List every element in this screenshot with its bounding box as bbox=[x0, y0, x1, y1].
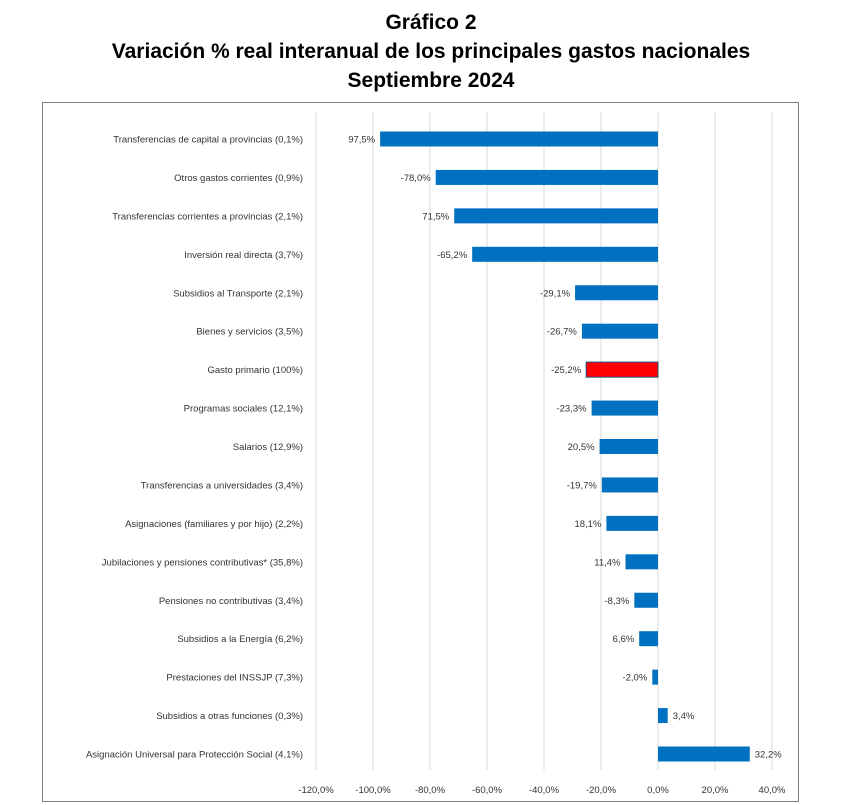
category-label: Pensiones no contributivas (3,4%) bbox=[159, 596, 303, 607]
value-label: -26,7% bbox=[547, 327, 578, 338]
category-label: Asignaciones (familiares y por hijo) (2,… bbox=[125, 519, 303, 530]
bar bbox=[658, 746, 750, 762]
x-tick-label: 20,0% bbox=[702, 785, 729, 796]
category-label: Asignación Universal para Protección Soc… bbox=[86, 750, 303, 761]
chart-frame bbox=[42, 102, 799, 802]
value-label: -23,3% bbox=[556, 404, 587, 415]
category-label: Jubilaciones y pensiones contributivas* … bbox=[102, 557, 303, 568]
x-tick-label: 40,0% bbox=[759, 785, 786, 796]
x-tick-label: 0,0% bbox=[647, 785, 669, 796]
value-label: -29,1% bbox=[540, 288, 571, 299]
bar bbox=[601, 477, 658, 493]
category-label: Inversión real directa (3,7%) bbox=[184, 250, 303, 261]
bar bbox=[652, 669, 658, 685]
value-label: 32,2% bbox=[755, 750, 782, 761]
category-label: Gasto primario (100%) bbox=[207, 365, 303, 376]
value-label: -8,3% bbox=[605, 596, 630, 607]
x-tick-label: -60,0% bbox=[472, 785, 503, 796]
value-label: 11,4% bbox=[594, 557, 621, 568]
value-label: 71,5% bbox=[422, 211, 449, 222]
bar bbox=[454, 208, 658, 224]
x-tick-label: -40,0% bbox=[529, 785, 560, 796]
value-label: 6,6% bbox=[613, 634, 635, 645]
bar bbox=[472, 246, 658, 262]
value-label: 97,5% bbox=[348, 135, 375, 146]
x-tick-label: -100,0% bbox=[355, 785, 391, 796]
value-label: 20,5% bbox=[568, 442, 595, 453]
x-tick-label: -20,0% bbox=[586, 785, 617, 796]
chart-title-block: Gráfico 2 Variación % real interanual de… bbox=[0, 8, 862, 95]
value-label: -65,2% bbox=[437, 250, 468, 261]
bar bbox=[581, 323, 658, 339]
category-label: Salarios (12,9%) bbox=[233, 442, 303, 453]
category-label: Prestaciones del INSSJP (7,3%) bbox=[166, 673, 303, 684]
category-label: Subsidios a la Energía (6,2%) bbox=[177, 634, 303, 645]
chart-subtitle: Variación % real interanual de los princ… bbox=[111, 40, 751, 63]
bar bbox=[380, 131, 658, 147]
category-label: Transferencias a universidades (3,4%) bbox=[141, 480, 303, 491]
category-label: Bienes y servicios (3,5%) bbox=[196, 327, 303, 338]
bar bbox=[639, 631, 658, 647]
category-label: Programas sociales (12,1%) bbox=[184, 404, 303, 415]
category-label: Subsidios al Transporte (2,1%) bbox=[173, 288, 303, 299]
chart-title: Gráfico 2 bbox=[385, 11, 477, 34]
bar bbox=[575, 285, 658, 301]
bar bbox=[591, 400, 658, 416]
bar bbox=[606, 515, 658, 531]
bar bbox=[435, 169, 658, 185]
value-label: -78,0% bbox=[401, 173, 432, 184]
value-label: 3,4% bbox=[673, 711, 695, 722]
bar bbox=[658, 708, 668, 724]
bar bbox=[599, 439, 658, 454]
highlighted-bar bbox=[585, 361, 659, 378]
bar bbox=[625, 554, 658, 570]
bar bbox=[634, 592, 658, 608]
x-tick-label: -120,0% bbox=[298, 785, 334, 796]
category-label: Subsidios a otras funciones (0,3%) bbox=[156, 711, 303, 722]
value-label: -19,7% bbox=[567, 480, 598, 491]
value-label: -25,2% bbox=[551, 365, 582, 376]
category-label: Transferencias de capital a provincias (… bbox=[113, 135, 303, 146]
category-label: Otros gastos corrientes (0,9%) bbox=[174, 173, 303, 184]
value-label: 18,1% bbox=[574, 519, 601, 530]
value-label: -2,0% bbox=[622, 673, 647, 684]
chart-period: Septiembre 2024 bbox=[347, 69, 515, 92]
category-label: Transferencias corrientes a provincias (… bbox=[112, 211, 303, 222]
x-tick-label: -80,0% bbox=[415, 785, 446, 796]
